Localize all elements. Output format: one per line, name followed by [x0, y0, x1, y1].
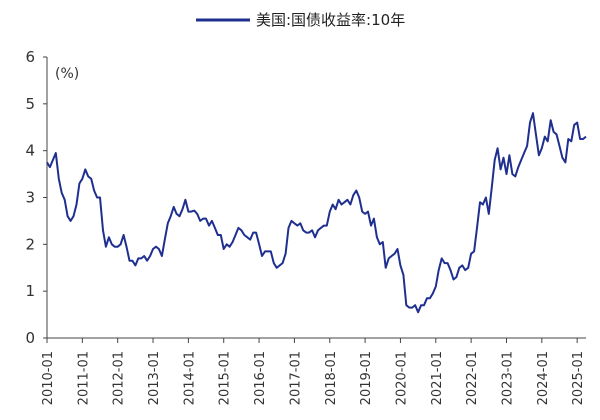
x-tick-label: 2014-01: [182, 351, 197, 405]
x-tick-label: 2017-01: [288, 351, 303, 405]
y-tick-label: 2: [25, 235, 35, 253]
x-tick-label: 2011-01: [76, 351, 91, 405]
y-tick-label: 1: [25, 282, 35, 300]
x-tick-label: 2024-01: [536, 351, 551, 405]
x-tick-label: 2016-01: [253, 351, 268, 405]
x-tick-label: 2023-01: [500, 351, 515, 405]
y-unit-label: (%): [55, 66, 79, 82]
y-tick-label: 5: [25, 95, 35, 113]
x-tick-label: 2021-01: [430, 351, 445, 405]
x-tick-label: 2015-01: [218, 351, 233, 405]
legend: 美国:国债收益率:10年: [196, 11, 405, 29]
y-tick-label: 0: [25, 329, 35, 347]
legend-label: 美国:国债收益率:10年: [256, 11, 405, 29]
series-line-us-10y-treasury-yield: [46, 112, 587, 314]
y-tick-label: 6: [25, 48, 35, 66]
y-axis-ticks: 0 1 2 3 4 5 6: [25, 48, 47, 347]
x-tick-label: 2020-01: [394, 351, 409, 405]
x-tick-label: 2010-01: [41, 351, 56, 405]
x-tick-label: 2012-01: [112, 351, 127, 405]
x-axis-ticks: 2010-01 2011-01 2012-01 2013-01 2014-01 2015-…: [41, 338, 586, 405]
x-tick-label: 2018-01: [324, 351, 339, 405]
x-tick-label: 2022-01: [465, 351, 480, 405]
x-tick-label: 2019-01: [359, 351, 374, 405]
y-tick-label: 4: [25, 142, 35, 160]
y-tick-label: 3: [25, 189, 35, 207]
x-tick-label: 2025-01: [571, 351, 586, 405]
x-tick-label: 2013-01: [147, 351, 162, 405]
